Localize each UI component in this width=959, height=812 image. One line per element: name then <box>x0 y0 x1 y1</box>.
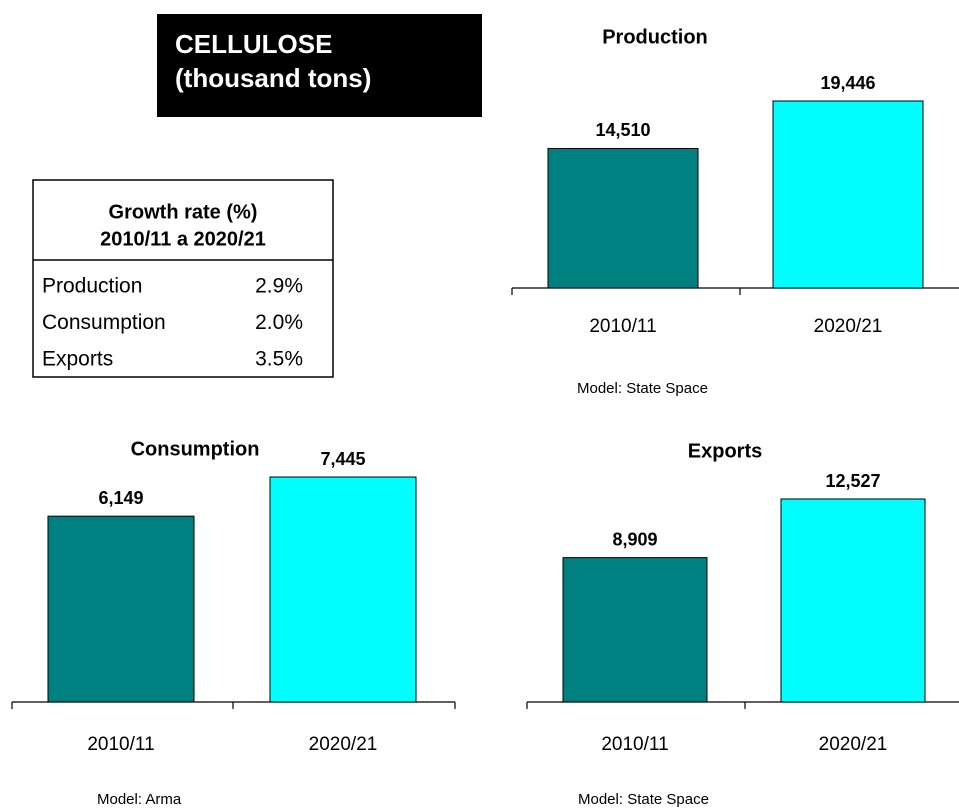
chart-title: Production <box>602 26 708 48</box>
table-value: 2.0% <box>255 311 303 334</box>
table-title: Growth rate (%) <box>109 201 258 223</box>
value-label: 6,149 <box>98 488 143 508</box>
value-label: 19,446 <box>820 73 875 93</box>
value-label: 8,909 <box>612 529 657 549</box>
x-tick-label: 2020/21 <box>819 734 888 755</box>
table-value: 3.5% <box>255 348 303 371</box>
bar <box>562 557 708 703</box>
value-label: 14,510 <box>595 120 650 140</box>
chart-title: Exports <box>688 440 762 462</box>
model-note: Model: State Space <box>577 380 708 397</box>
bar <box>547 147 699 289</box>
table-value: 2.9% <box>255 275 303 298</box>
model-note: Model: Arma <box>97 791 182 808</box>
header-title: (thousand tons) <box>175 63 371 93</box>
x-tick-label: 2010/11 <box>589 316 656 337</box>
table-label: Consumption <box>42 311 166 334</box>
title-box <box>157 14 482 117</box>
table-label: Exports <box>42 348 113 371</box>
chart-title: Consumption <box>131 438 260 460</box>
x-tick-label: 2020/21 <box>814 316 883 337</box>
bar <box>772 100 924 289</box>
table-title: 2010/11 a 2020/21 <box>100 228 266 250</box>
value-label: 12,527 <box>825 471 880 491</box>
value-label: 7,445 <box>320 449 365 469</box>
x-tick-label: 2010/11 <box>601 734 668 755</box>
header-title: CELLULOSE <box>175 29 332 59</box>
bar <box>269 476 417 703</box>
table-label: Production <box>42 275 142 298</box>
x-tick-label: 2020/21 <box>309 734 378 755</box>
x-tick-label: 2010/11 <box>87 734 154 755</box>
table-border <box>32 179 334 378</box>
bar <box>780 498 926 703</box>
bar <box>47 515 195 703</box>
model-note: Model: State Space <box>578 791 709 808</box>
